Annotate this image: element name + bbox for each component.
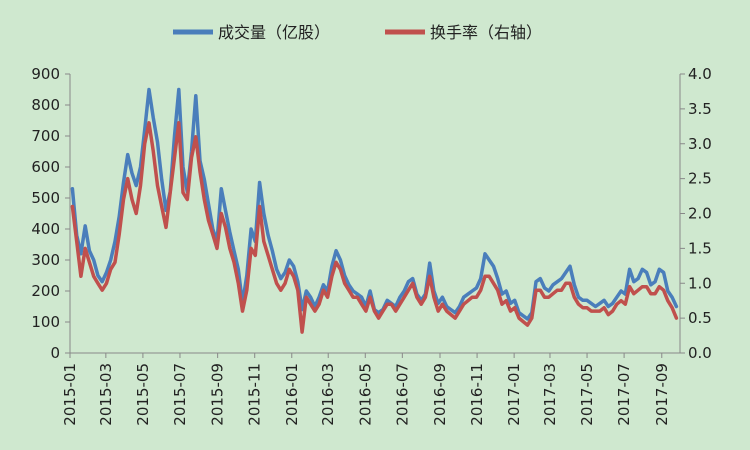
legend-label: 换手率（右轴） <box>430 23 542 42</box>
x-tick-label: 2015-09 <box>209 363 227 426</box>
x-tick-label: 2017-01 <box>505 363 523 426</box>
x-tick-label: 2016-05 <box>356 363 374 426</box>
y-left-tick-label: 500 <box>31 189 60 207</box>
y-right-tick-label: 0.5 <box>688 309 712 327</box>
x-tick-label: 2016-07 <box>393 363 411 426</box>
x-tick-label: 2016-03 <box>319 363 337 426</box>
x-tick-label: 2016-11 <box>468 363 486 426</box>
y-left-tick-label: 900 <box>31 65 60 83</box>
x-tick-label: 2017-09 <box>653 363 671 426</box>
y-right-tick-label: 3.5 <box>688 100 712 118</box>
legend-label: 成交量（亿股） <box>218 23 330 42</box>
y-left-tick-label: 400 <box>31 220 60 238</box>
series-line-turnover <box>70 121 679 334</box>
x-tick-label: 2017-05 <box>578 363 596 426</box>
x-tick-label: 2015-05 <box>134 363 152 426</box>
y-left-tick-label: 800 <box>31 96 60 114</box>
y-left-tick-label: 300 <box>31 251 60 269</box>
x-tick-label: 2015-01 <box>61 363 79 426</box>
legend: 成交量（亿股） 换手率（右轴） <box>173 23 542 42</box>
x-tick-label: 2017-07 <box>615 363 633 426</box>
x-tick-label: 2016-09 <box>431 363 449 426</box>
y-right-tick-label: 1.5 <box>688 239 712 257</box>
y-right-tick-label: 1.0 <box>688 274 712 292</box>
series-group <box>70 87 679 334</box>
x-tick-label: 2016-01 <box>283 363 301 426</box>
y-right-tick-label: 3.0 <box>688 135 712 153</box>
y-left-tick-label: 200 <box>31 282 60 300</box>
y-right-tick-label: 2.5 <box>688 170 712 188</box>
y-right-tick-label: 2.0 <box>688 205 712 223</box>
x-tick-label: 2017-03 <box>541 363 559 426</box>
y-right-tick-label: 0.0 <box>688 344 712 362</box>
y-left-tick-label: 0 <box>50 344 60 362</box>
y-right-tick-label: 4.0 <box>688 65 712 83</box>
x-tick-label: 2015-03 <box>97 363 115 426</box>
x-tick-label: 2015-11 <box>246 363 264 426</box>
y-left-tick-label: 700 <box>31 127 60 145</box>
y-left-tick-label: 100 <box>31 313 60 331</box>
x-tick-label: 2015-07 <box>171 363 189 426</box>
y-left-tick-label: 600 <box>31 158 60 176</box>
axes: 0 100 200 300 400 500 600 700 800 900 0.0 0.5 1.0 1.5… <box>31 65 712 426</box>
